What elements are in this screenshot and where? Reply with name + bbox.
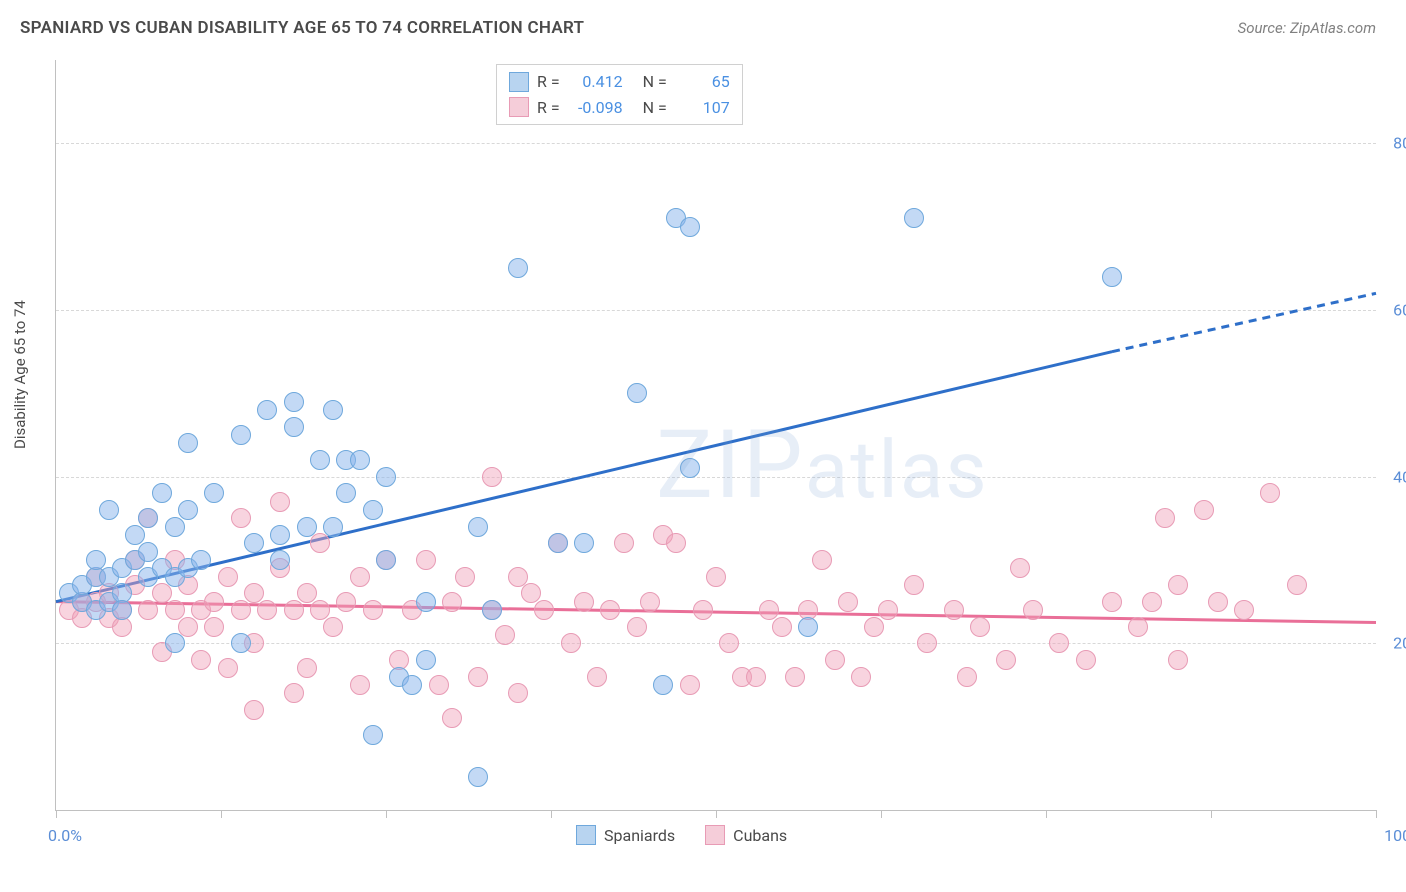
legend-item-spaniards: Spaniards xyxy=(576,825,675,845)
source-label: Source: ZipAtlas.com xyxy=(1238,19,1376,37)
stats-row-cubans: R = -0.098 N = 107 xyxy=(509,95,730,121)
chart-plot-area: 20.0%40.0%60.0%80.0% ZIPatlas R = 0.412 … xyxy=(55,60,1376,811)
stats-row-spaniards: R = 0.412 N = 65 xyxy=(509,69,730,95)
x-axis-max-label: 100.0% xyxy=(1384,826,1406,845)
y-axis-label: Disability Age 65 to 74 xyxy=(11,300,29,449)
x-axis-min-label: 0.0% xyxy=(48,826,82,845)
legend-swatch-spaniards xyxy=(576,825,596,845)
legend-swatch-cubans xyxy=(705,825,725,845)
swatch-cubans xyxy=(509,97,529,117)
stats-legend-box: R = 0.412 N = 65 R = -0.098 N = 107 xyxy=(496,64,743,125)
trendlines-svg xyxy=(56,60,1376,810)
legend-item-cubans: Cubans xyxy=(705,825,787,845)
chart-title: SPANIARD VS CUBAN DISABILITY AGE 65 TO 7… xyxy=(20,18,584,38)
legend-bottom: Spaniards Cubans xyxy=(576,825,787,845)
swatch-spaniards xyxy=(509,72,529,92)
watermark: ZIPatlas xyxy=(656,410,989,521)
